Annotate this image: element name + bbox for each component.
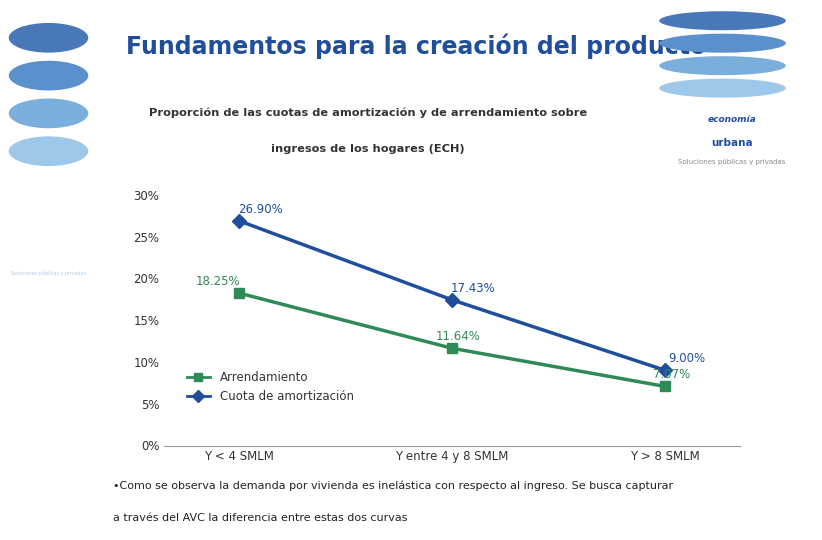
- Line: Arrendamiento: Arrendamiento: [234, 288, 670, 392]
- Text: 11.64%: 11.64%: [436, 330, 481, 343]
- Text: 9.00%: 9.00%: [668, 352, 705, 365]
- Legend: Arrendamiento, Cuota de amortización: Arrendamiento, Cuota de amortización: [182, 366, 358, 408]
- Ellipse shape: [659, 79, 786, 98]
- Text: Soluciones públicas y privadas: Soluciones públicas y privadas: [11, 270, 86, 275]
- Text: urbana: urbana: [32, 246, 65, 255]
- Arrendamiento: [234, 290, 244, 296]
- Ellipse shape: [9, 98, 88, 128]
- Ellipse shape: [659, 33, 786, 53]
- Text: 18.25%: 18.25%: [196, 275, 240, 288]
- Text: 17.43%: 17.43%: [451, 282, 496, 295]
- Arrendamiento: [447, 345, 457, 352]
- Text: urbana: urbana: [711, 138, 752, 149]
- Text: Soluciones públicas y privadas: Soluciones públicas y privadas: [678, 159, 785, 165]
- Text: ingresos de los hogares (ECH): ingresos de los hogares (ECH): [271, 144, 465, 154]
- Cuota de amortización: [660, 367, 670, 374]
- Text: 26.90%: 26.90%: [238, 203, 283, 216]
- Text: economía: economía: [707, 116, 756, 124]
- Text: 7.07%: 7.07%: [653, 368, 690, 381]
- Text: a través del AVC la diferencia entre estas dos curvas: a través del AVC la diferencia entre est…: [113, 514, 408, 523]
- Ellipse shape: [9, 136, 88, 166]
- Text: Fundamentos para la creación del producto: Fundamentos para la creación del product…: [126, 34, 706, 59]
- Ellipse shape: [659, 11, 786, 30]
- Text: economía: economía: [29, 218, 68, 224]
- Ellipse shape: [9, 60, 88, 91]
- Cuota de amortización: [234, 218, 244, 224]
- Text: Proporción de las cuotas de amortización y de arrendamiento sobre: Proporción de las cuotas de amortización…: [149, 107, 588, 118]
- Text: •Como se observa la demanda por vivienda es inelástica con respecto al ingreso. : •Como se observa la demanda por vivienda…: [113, 481, 673, 491]
- Ellipse shape: [9, 23, 88, 52]
- Line: Cuota de amortización: Cuota de amortización: [234, 216, 670, 375]
- Cuota de amortización: [447, 296, 457, 303]
- Arrendamiento: [660, 383, 670, 390]
- Ellipse shape: [659, 56, 786, 75]
